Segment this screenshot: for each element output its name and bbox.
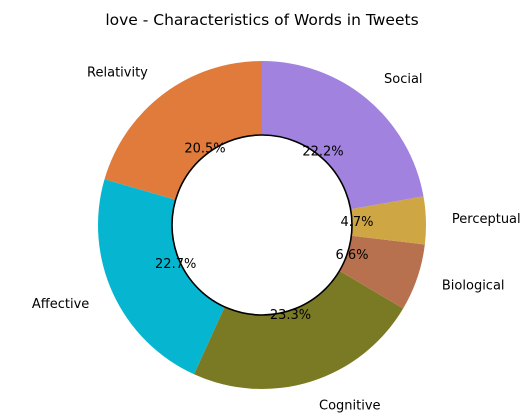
chart-title: love - Characteristics of Words in Tweet…	[105, 11, 418, 29]
category-label-relativity: Relativity	[87, 66, 148, 81]
category-label-cognitive: Cognitive	[319, 399, 381, 414]
pct-label-social: 22.2%	[302, 145, 343, 160]
pct-label-cognitive: 23.3%	[270, 308, 311, 323]
donut-center-hole	[171, 134, 353, 316]
category-labels: Relativity Affective Cognitive Biological Pe…	[32, 66, 521, 414]
category-label-perceptual: Perceptual	[452, 212, 521, 227]
percentage-labels: 20.5% 22.7% 23.3% 6.6% 4.7% 22.2%	[155, 142, 373, 324]
pct-label-relativity: 20.5%	[184, 142, 225, 157]
category-label-social: Social	[384, 72, 423, 87]
pct-label-affective: 22.7%	[155, 257, 196, 272]
pct-label-perceptual: 4.7%	[340, 215, 373, 230]
category-label-biological: Biological	[442, 279, 505, 294]
pct-label-biological: 6.6%	[335, 248, 368, 263]
category-label-affective: Affective	[32, 297, 89, 312]
